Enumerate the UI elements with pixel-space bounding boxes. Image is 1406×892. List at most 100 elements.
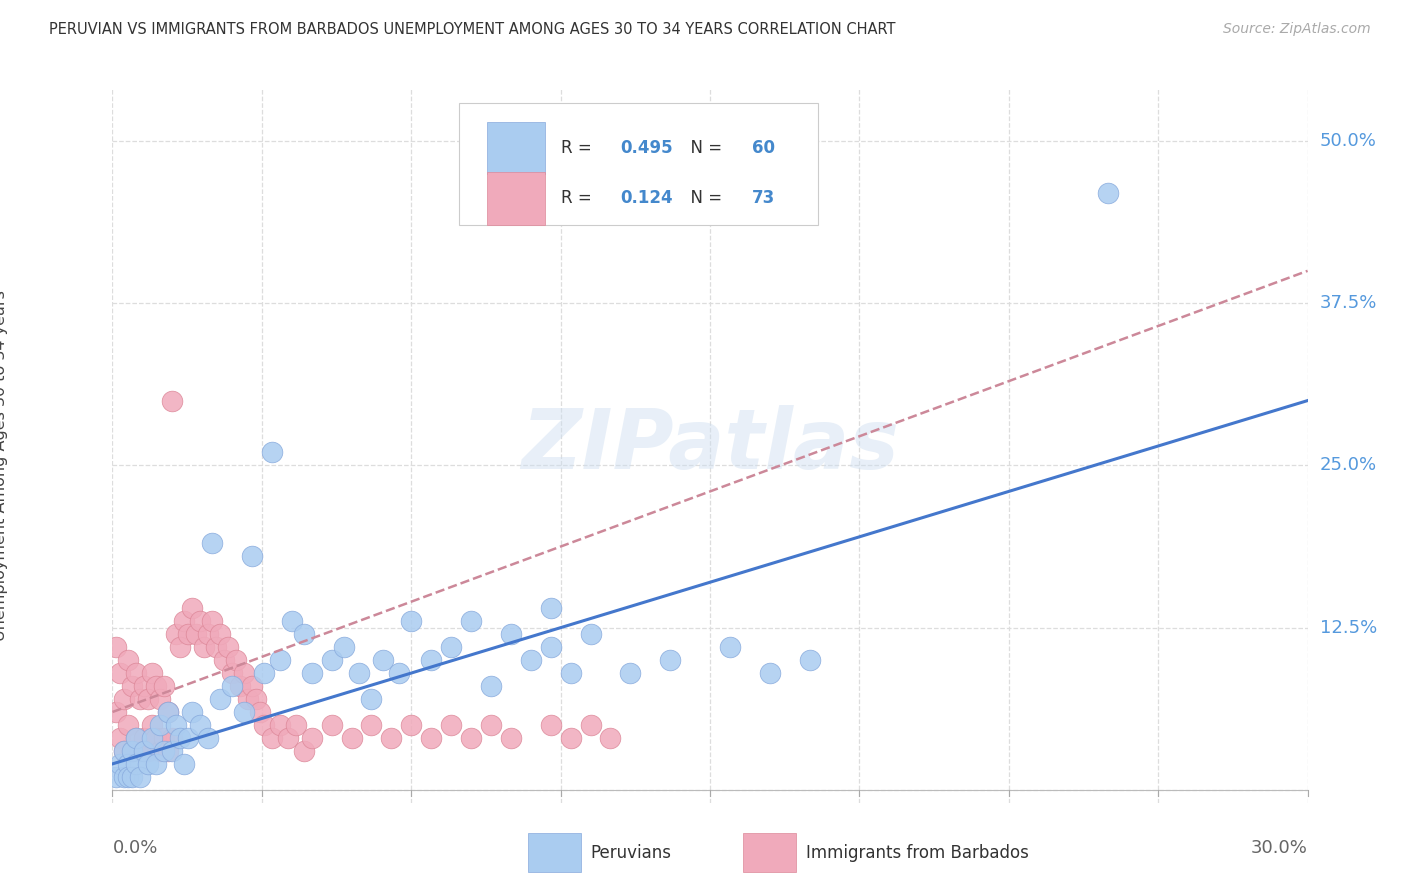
- Point: [117, 718, 139, 732]
- Point: [165, 718, 187, 732]
- Point: [479, 679, 502, 693]
- Point: [169, 640, 191, 654]
- Point: [401, 718, 423, 732]
- Point: [145, 731, 167, 745]
- Point: [157, 705, 180, 719]
- Point: [420, 731, 443, 745]
- Text: N =: N =: [681, 139, 727, 157]
- Point: [420, 653, 443, 667]
- Point: [188, 718, 211, 732]
- FancyBboxPatch shape: [744, 833, 796, 872]
- Point: [360, 692, 382, 706]
- Point: [360, 718, 382, 732]
- Point: [520, 653, 543, 667]
- Point: [479, 718, 502, 732]
- Point: [125, 666, 148, 681]
- Point: [208, 692, 231, 706]
- Point: [117, 770, 139, 784]
- Point: [284, 718, 307, 732]
- Point: [117, 653, 139, 667]
- Point: [281, 614, 304, 628]
- Point: [125, 731, 148, 745]
- Point: [321, 653, 343, 667]
- Point: [157, 705, 180, 719]
- Point: [440, 640, 463, 654]
- Point: [301, 731, 323, 745]
- Point: [138, 756, 160, 771]
- Point: [153, 679, 176, 693]
- Point: [579, 627, 602, 641]
- Point: [149, 718, 172, 732]
- Point: [121, 770, 143, 784]
- Point: [177, 731, 200, 745]
- Point: [292, 627, 315, 641]
- Text: 37.5%: 37.5%: [1319, 294, 1376, 312]
- Point: [162, 744, 183, 758]
- Point: [1097, 186, 1119, 200]
- Point: [217, 640, 239, 654]
- Point: [110, 756, 132, 771]
- Point: [245, 692, 267, 706]
- Point: [105, 705, 128, 719]
- Point: [110, 666, 132, 681]
- FancyBboxPatch shape: [458, 103, 818, 225]
- Point: [110, 731, 132, 745]
- Point: [177, 627, 200, 641]
- Point: [162, 393, 183, 408]
- Point: [249, 705, 271, 719]
- Point: [173, 756, 195, 771]
- Point: [269, 718, 291, 732]
- Point: [114, 744, 135, 758]
- Point: [253, 666, 276, 681]
- Point: [188, 614, 211, 628]
- Text: 25.0%: 25.0%: [1319, 457, 1376, 475]
- Point: [499, 627, 522, 641]
- Point: [340, 731, 363, 745]
- Point: [460, 731, 482, 745]
- Point: [129, 744, 152, 758]
- Point: [121, 744, 143, 758]
- Point: [145, 756, 167, 771]
- Point: [236, 692, 259, 706]
- Point: [105, 640, 128, 654]
- Point: [114, 744, 135, 758]
- Text: Unemployment Among Ages 30 to 34 years: Unemployment Among Ages 30 to 34 years: [0, 290, 8, 640]
- Point: [499, 731, 522, 745]
- Point: [141, 666, 163, 681]
- Point: [208, 627, 231, 641]
- Point: [121, 679, 143, 693]
- Point: [269, 653, 291, 667]
- Point: [460, 614, 482, 628]
- Point: [153, 731, 176, 745]
- Point: [114, 770, 135, 784]
- Point: [388, 666, 411, 681]
- Point: [145, 679, 167, 693]
- Text: 73: 73: [752, 189, 775, 207]
- Text: Peruvians: Peruvians: [591, 844, 672, 862]
- Point: [125, 756, 148, 771]
- Point: [134, 744, 156, 758]
- Point: [599, 731, 621, 745]
- Point: [260, 731, 283, 745]
- Point: [193, 640, 215, 654]
- Point: [253, 718, 276, 732]
- Text: PERUVIAN VS IMMIGRANTS FROM BARBADOS UNEMPLOYMENT AMONG AGES 30 TO 34 YEARS CORR: PERUVIAN VS IMMIGRANTS FROM BARBADOS UNE…: [49, 22, 896, 37]
- Point: [321, 718, 343, 732]
- Point: [162, 731, 183, 745]
- Point: [759, 666, 782, 681]
- Point: [540, 718, 562, 732]
- Point: [401, 614, 423, 628]
- FancyBboxPatch shape: [486, 121, 546, 175]
- Point: [260, 445, 283, 459]
- Point: [718, 640, 741, 654]
- Point: [157, 744, 180, 758]
- Point: [233, 666, 256, 681]
- Point: [380, 731, 402, 745]
- Point: [540, 601, 562, 615]
- Point: [240, 679, 263, 693]
- Point: [201, 614, 224, 628]
- Point: [121, 744, 143, 758]
- Text: R =: R =: [561, 139, 596, 157]
- Point: [233, 705, 256, 719]
- Point: [138, 692, 160, 706]
